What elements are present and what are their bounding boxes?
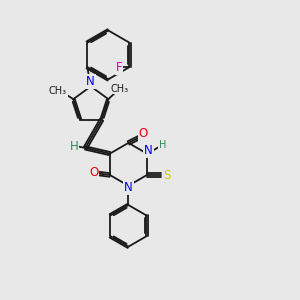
Text: O: O [139,128,148,140]
Text: O: O [89,166,98,178]
Text: H: H [70,140,78,153]
Text: F: F [116,61,122,74]
Text: N: N [144,144,153,157]
Text: H: H [159,140,166,150]
Text: S: S [164,169,171,182]
Text: CH₃: CH₃ [49,86,67,96]
Text: N: N [124,181,133,194]
Text: N: N [86,75,94,88]
Text: CH₃: CH₃ [111,83,129,94]
